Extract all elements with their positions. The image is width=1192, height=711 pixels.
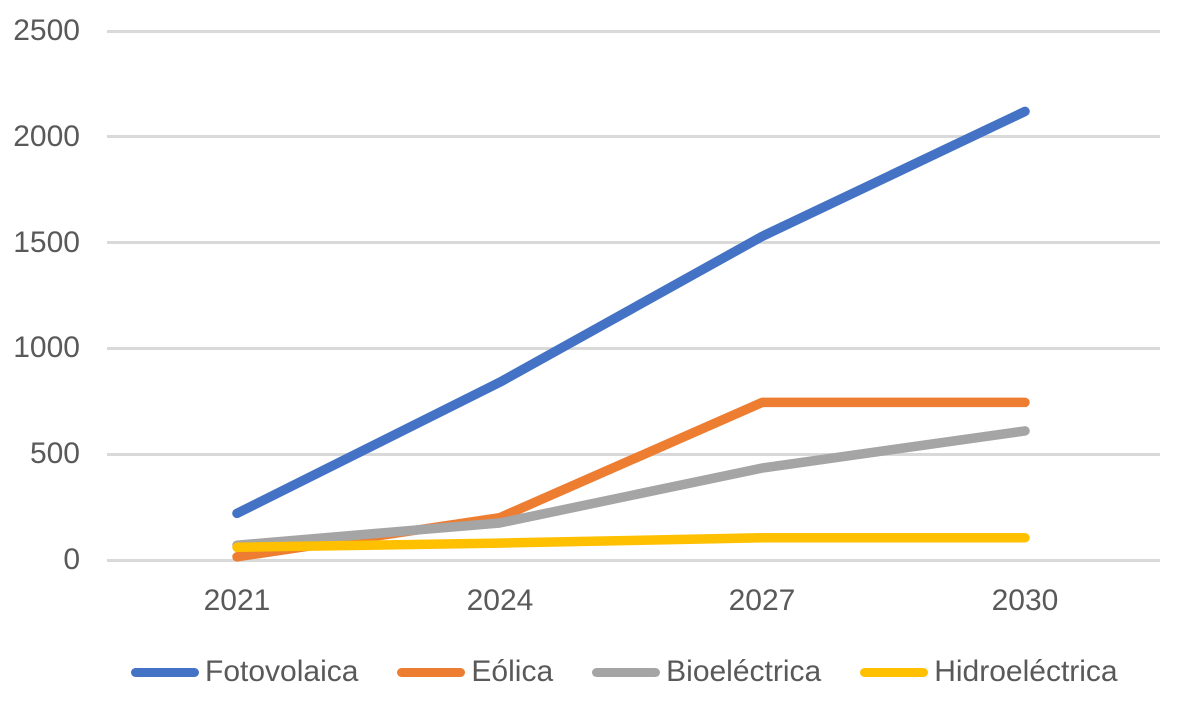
legend: Fotovolaica Eólica Bioeléctrica Hidroelé… [131, 656, 1118, 688]
x-axis-tick: 2021 [203, 584, 271, 617]
series-line-bioeléctrica [232, 426, 1030, 550]
y-axis-tick: 2500 [13, 14, 80, 47]
gridline-1500 [107, 241, 1160, 245]
series-line-hidroeléctrica [232, 533, 1030, 553]
y-axis-tick: 500 [29, 437, 80, 470]
y-axis-tick: 1000 [13, 331, 80, 364]
series-line-fotovolaica [232, 106, 1030, 519]
gridline-2500 [107, 29, 1160, 33]
legend-item-hidroelectrica: Hidroeléctrica [860, 655, 1118, 688]
legend-label: Eólica [471, 655, 554, 688]
y-axis-tick: 1500 [13, 226, 80, 259]
legend-line-swatch [131, 667, 199, 677]
legend-label: Hidroeléctrica [934, 655, 1118, 688]
legend-item-bioelectrica: Bioeléctrica [592, 656, 821, 688]
x-axis-tick: 2030 [991, 584, 1059, 617]
y-axis-tick: 2000 [13, 120, 80, 153]
legend-line-swatch [592, 667, 661, 677]
legend-line-swatch [397, 667, 466, 677]
gridline-1000 [107, 346, 1160, 350]
y-axis-tick: 0 [63, 543, 80, 576]
legend-label: Bioeléctrica [666, 655, 822, 688]
x-axis-tick: 2024 [466, 584, 534, 617]
legend-item-fotovolaica: Fotovolaica [131, 656, 358, 688]
gridline-2000 [107, 135, 1160, 139]
gridline-0 [107, 558, 1160, 562]
legend-item-eolica: Eólica [397, 656, 553, 688]
legend-label: Fotovolaica [205, 655, 359, 688]
legend-line-swatch [860, 667, 929, 677]
x-axis-tick: 2027 [728, 584, 796, 617]
